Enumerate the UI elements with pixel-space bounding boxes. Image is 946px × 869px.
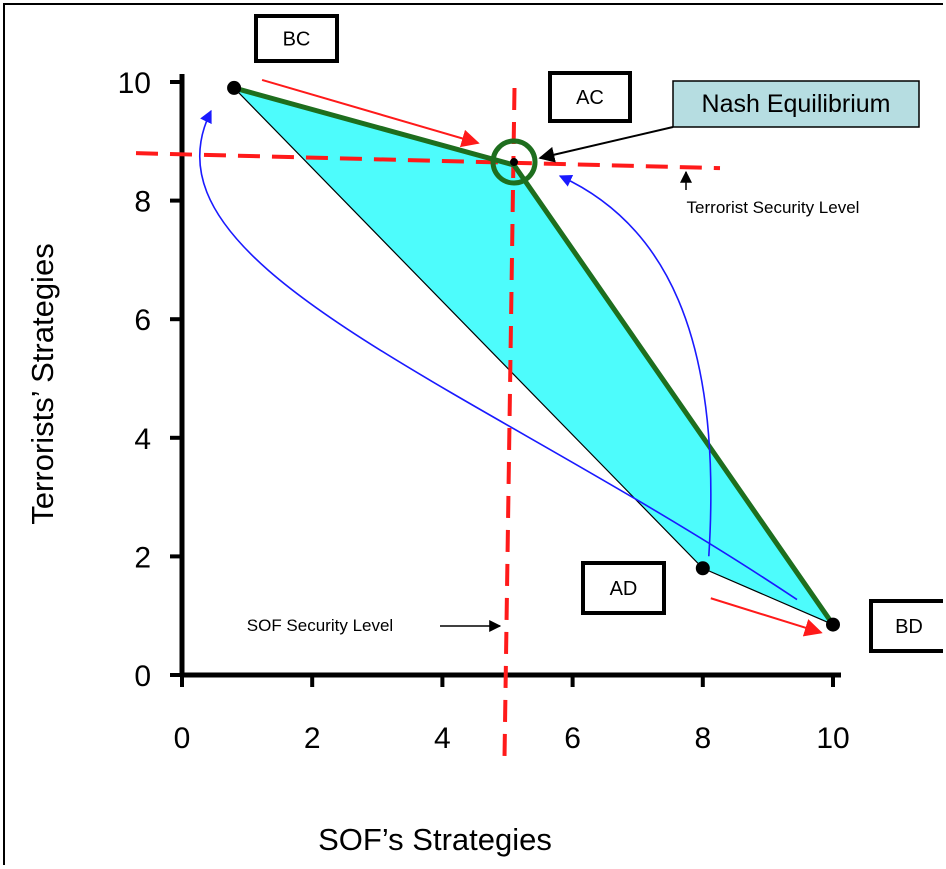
chart-svg: 0 2 4 6 8 10 0 2 4 6 8 10 BC AC AD BD Nash Equilibrium T… <box>3 3 943 865</box>
blue-arrow-ad-to-ac <box>558 174 712 557</box>
point-label-AC: AC <box>576 87 604 109</box>
x-tick-label: 4 <box>434 722 451 755</box>
point-label-box-AC <box>548 71 632 123</box>
x-tick-label: 8 <box>694 722 711 755</box>
point-AC <box>510 158 519 167</box>
terrorist-security-line <box>135 151 721 171</box>
y-tick-label: 8 <box>134 186 151 219</box>
point-label-AD: AD <box>610 578 638 600</box>
point-label-box-BC <box>254 14 339 63</box>
point-label-BD: BD <box>895 616 923 638</box>
sof-security-label: SOF Security Level <box>247 616 393 635</box>
point-AD <box>695 561 710 576</box>
y-tick-label: 0 <box>134 660 151 693</box>
y-tick-label: 6 <box>134 304 151 337</box>
point-layer <box>227 80 840 632</box>
red-arrow-ad-to-bd <box>710 597 823 637</box>
y-axis-label: Terrorists’ Strategies <box>25 243 60 524</box>
point-BC <box>227 80 242 95</box>
y-tick-label: 4 <box>134 423 151 456</box>
point-label-BC: BC <box>283 29 311 51</box>
x-tick-label: 10 <box>816 722 849 755</box>
nash-equilibrium-circle <box>490 138 538 186</box>
security-layer <box>135 87 721 759</box>
arrow-layer <box>198 78 823 637</box>
point-label-box-AD <box>581 561 666 615</box>
axes-layer: 0 2 4 6 8 10 0 2 4 6 8 10 <box>118 67 850 755</box>
nash-label-box <box>672 80 920 128</box>
point-label-box-BD <box>869 599 943 653</box>
y-tick-label: 2 <box>134 541 151 574</box>
figure-frame: 0 2 4 6 8 10 0 2 4 6 8 10 BC AC AD BD Nash Equilibrium T… <box>3 3 943 865</box>
sof-security-line <box>502 87 517 759</box>
x-tick-label: 2 <box>304 722 321 755</box>
point-BD <box>826 617 840 632</box>
terrorist-security-label: Terrorist Security Level <box>687 198 860 217</box>
y-tick-label: 10 <box>118 67 151 100</box>
x-tick-label: 0 <box>174 722 191 755</box>
red-arrow-bc-to-ac <box>261 78 480 148</box>
nash-label: Nash Equilibrium <box>702 90 891 118</box>
label-layer: BC AC AD BD Nash Equilibrium Terrorist Securi… <box>247 14 943 653</box>
x-tick-label: 6 <box>564 722 581 755</box>
nash-pointer-arrow <box>538 126 674 163</box>
blue-arrow-bd-to-bc <box>198 109 798 601</box>
x-axis-label: SOF’s Strategies <box>318 822 552 857</box>
